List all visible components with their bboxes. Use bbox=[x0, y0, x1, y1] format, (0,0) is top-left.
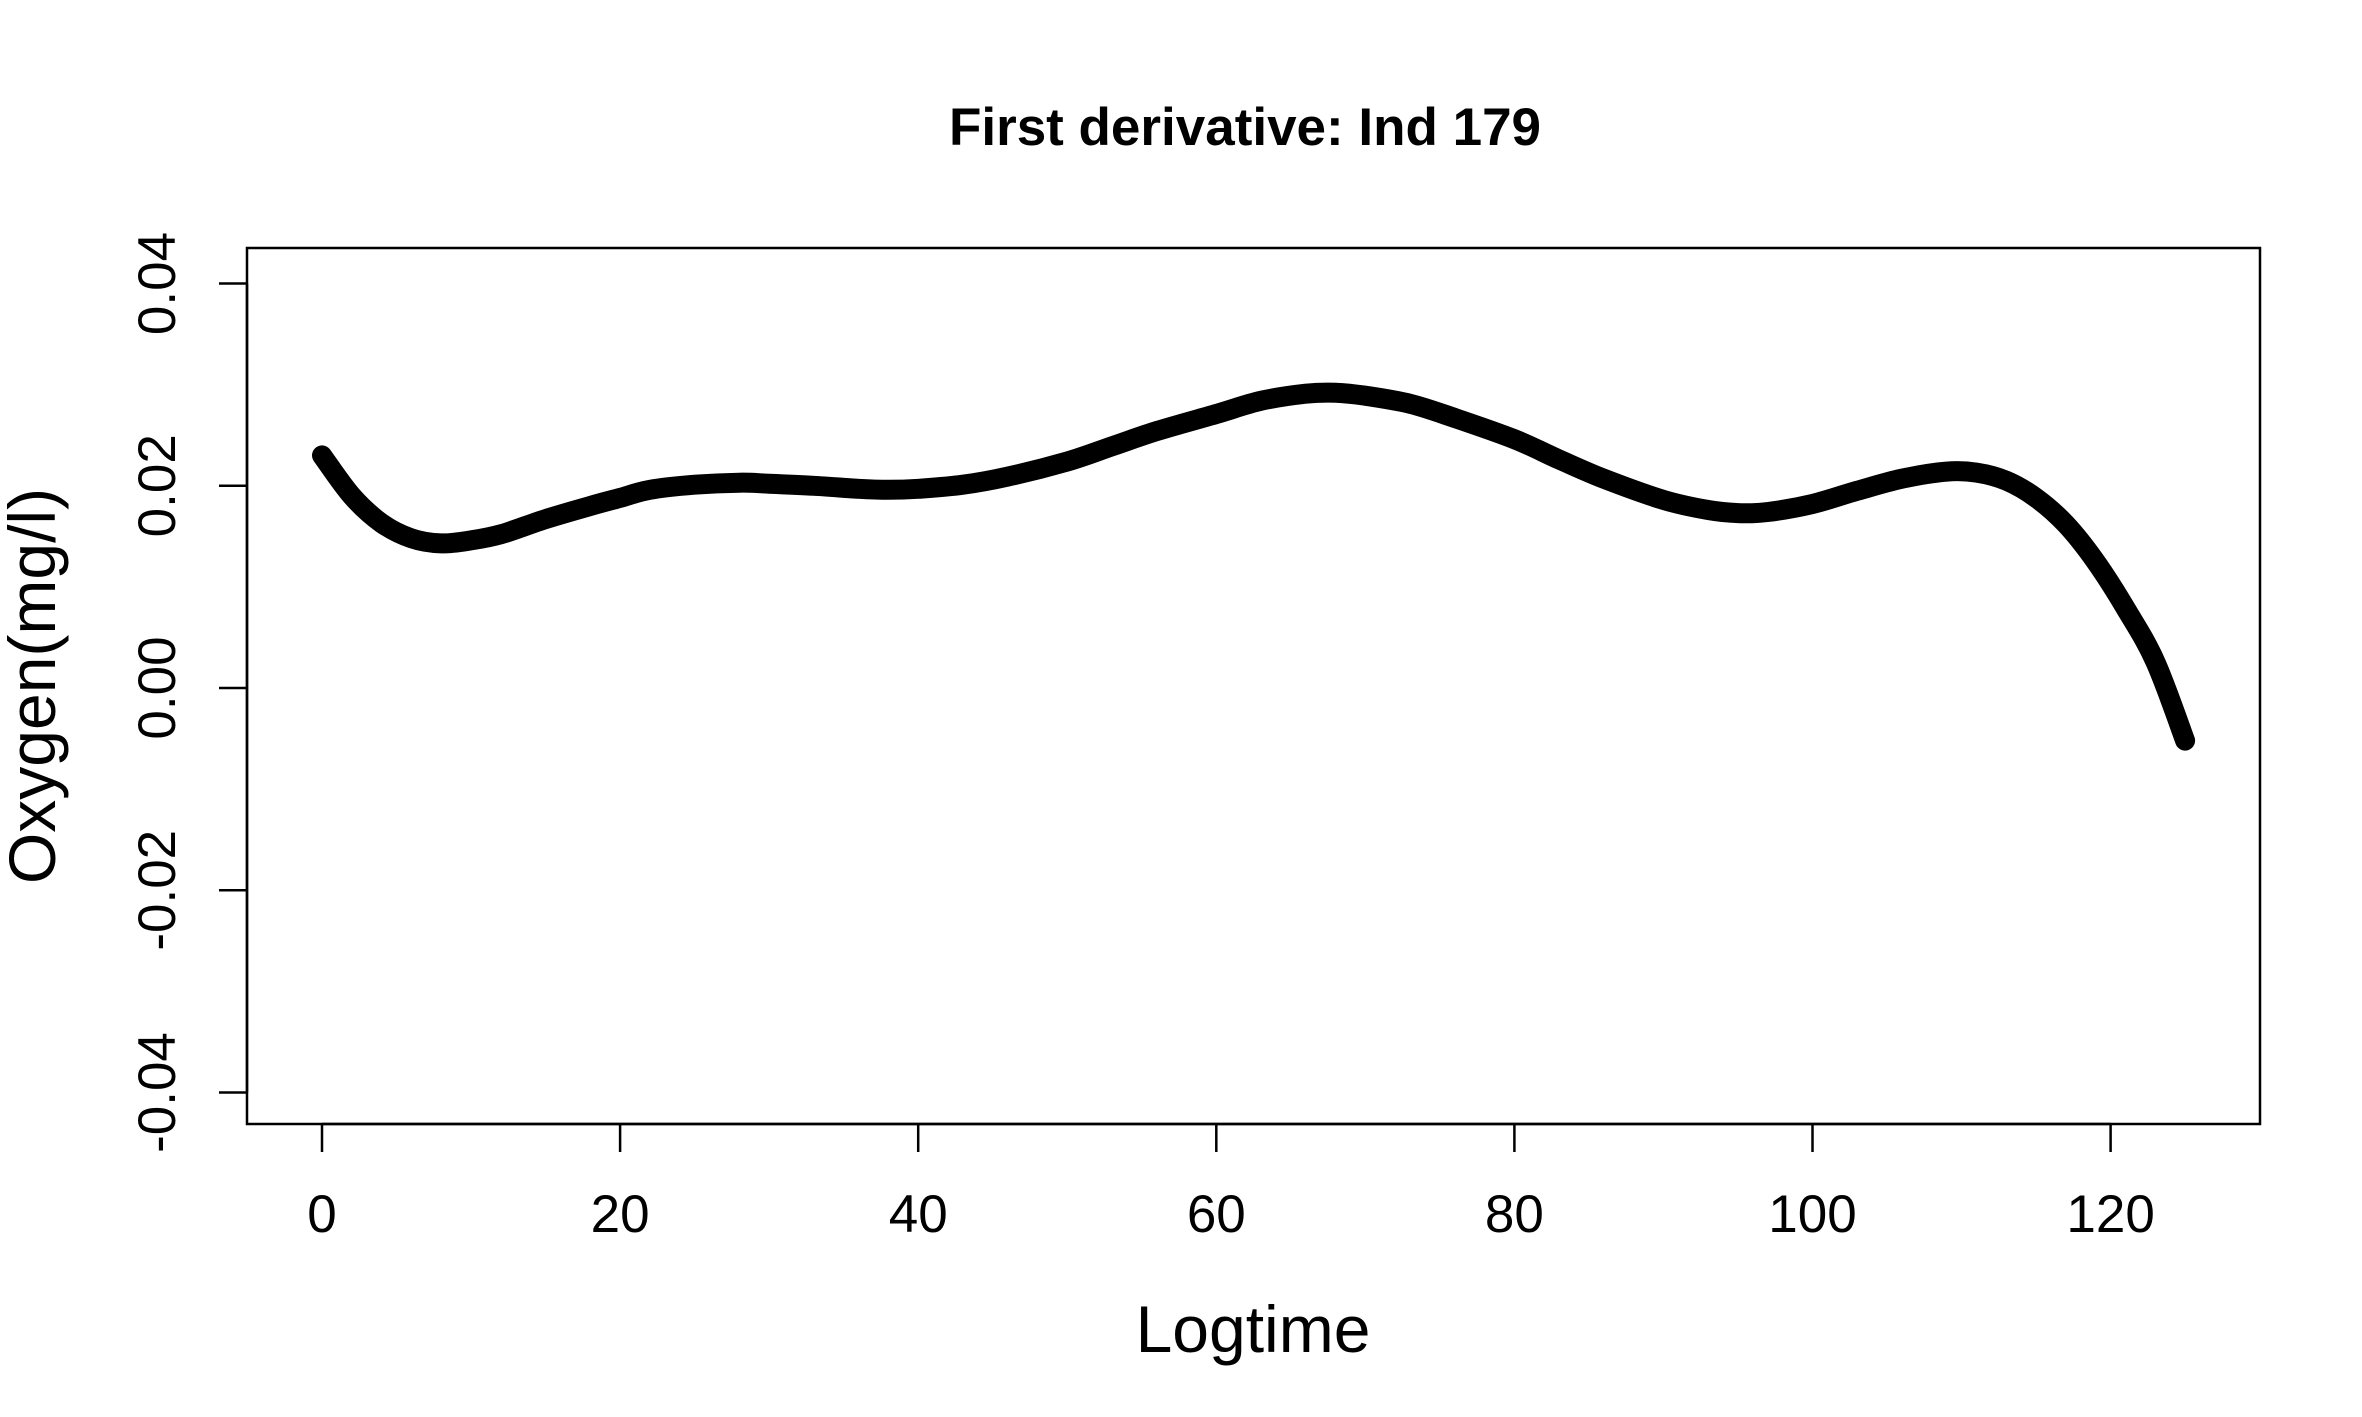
x-tick-label: 100 bbox=[1768, 1185, 1856, 1244]
x-axis-title: Logtime bbox=[1136, 1292, 1371, 1366]
x-tick-label: 20 bbox=[591, 1185, 650, 1244]
y-tick-label: 0.04 bbox=[128, 232, 187, 335]
x-axis: 0 20 40 60 80 100 120 bbox=[307, 1122, 2155, 1244]
y-axis-title: Oxygen(mg/l) bbox=[0, 488, 69, 884]
series-line bbox=[312, 382, 2196, 751]
y-tick-label: 0.02 bbox=[128, 434, 187, 537]
x-tick-label: 0 bbox=[307, 1185, 336, 1244]
y-tick-label: 0.00 bbox=[128, 636, 187, 739]
series-layer bbox=[312, 382, 2196, 751]
chart-title: First derivative: Ind 179 bbox=[949, 98, 1541, 157]
y-tick-label: -0.04 bbox=[128, 1032, 187, 1153]
plot-frame bbox=[245, 246, 2262, 1126]
x-tick-label: 120 bbox=[2066, 1185, 2154, 1244]
y-tick-label: -0.02 bbox=[128, 830, 187, 951]
x-tick-label: 80 bbox=[1485, 1185, 1544, 1244]
y-axis: -0.04 -0.02 0.00 0.02 0.04 bbox=[128, 232, 249, 1153]
x-tick-label: 60 bbox=[1187, 1185, 1246, 1244]
x-tick-label: 40 bbox=[889, 1185, 948, 1244]
